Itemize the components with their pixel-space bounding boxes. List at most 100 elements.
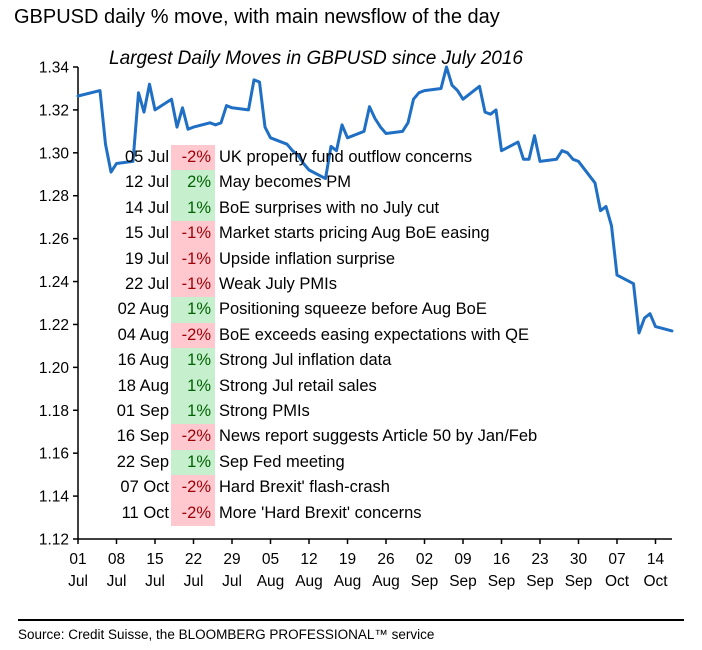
y-tick-label: 1.16 [39, 446, 69, 463]
x-tick-label-month: Jul [145, 573, 165, 590]
x-tick-label-month: Oct [643, 573, 668, 590]
news-date: 22 Jul [124, 275, 169, 294]
news-move: 1% [171, 195, 215, 222]
x-tick-label-month: Aug [295, 573, 323, 590]
news-description: More 'Hard Brexit' concerns [219, 503, 422, 522]
news-move: -2% [171, 475, 215, 501]
news-row: 22 Sep 1% Sep Fed meeting [90, 449, 537, 476]
x-tick-label-month: Sep [411, 573, 439, 590]
news-description: May becomes PM [219, 173, 352, 192]
news-description: Market starts pricing Aug BoE easing [219, 224, 490, 243]
news-date: 11 Oct [121, 503, 169, 522]
x-tick-label-day: 14 [647, 551, 665, 568]
news-row: 04 Aug -2% BoE exceeds easing expectations… [90, 322, 537, 349]
news-move: 1% [171, 373, 215, 400]
news-date: 14 Jul [124, 198, 169, 217]
news-description: BoE surprises with no July cut [219, 198, 440, 217]
news-row: 19 Jul -1% Upside inflation surprise [90, 246, 537, 273]
news-move: -1% [171, 221, 215, 247]
news-table: 05 Jul -2% UK property fund outflow concer… [90, 145, 537, 527]
news-move: 1% [171, 449, 215, 476]
x-tick-label-month: Oct [605, 573, 630, 590]
x-tick-label-day: 08 [108, 551, 125, 568]
news-row: 15 Jul -1% Market starts pricing Aug BoE e… [90, 221, 537, 247]
x-tick-label-month: Sep [526, 573, 554, 590]
news-row: 05 Jul -2% UK property fund outflow concer… [90, 145, 537, 171]
y-tick-label: 1.34 [39, 60, 70, 77]
news-description: Upside inflation surprise [219, 249, 396, 268]
news-description: Strong PMIs [219, 402, 310, 421]
news-move: -2% [171, 145, 215, 171]
x-tick-label-day: 01 [69, 551, 86, 568]
news-description: Positioning squeeze before Aug BoE [219, 300, 487, 319]
x-tick-label-day: 19 [339, 551, 356, 568]
line-chart: 1.12 1.14 1.16 1.18 1.20 1.22 1.24 1.26 1.28 1.30… [39, 60, 674, 590]
news-move: -1% [171, 272, 215, 298]
footer-divider [18, 619, 684, 621]
x-tick-label-day: 26 [377, 551, 394, 568]
x-tick-label-month: Sep [565, 573, 593, 590]
x-tick-label-month: Jul [68, 573, 88, 590]
y-axis: 1.12 1.14 1.16 1.18 1.20 1.22 1.24 1.26 1.28 1.30… [39, 60, 79, 549]
x-tick-label-month: Sep [449, 573, 477, 590]
news-date: 01 Sep [116, 402, 169, 421]
news-date: 05 Jul [124, 148, 169, 166]
news-move: -2% [171, 500, 215, 527]
news-date: 18 Aug [117, 376, 169, 395]
news-date: 22 Sep [116, 452, 169, 471]
x-tick-label-month: Jul [107, 573, 127, 590]
y-tick-label: 1.28 [39, 188, 69, 205]
x-tick-label-month: Aug [334, 573, 362, 590]
news-description: Strong Jul retail sales [219, 376, 377, 395]
news-move: 2% [171, 170, 215, 196]
news-description: Hard Brexit' flash-crash [219, 478, 390, 497]
x-tick-label-day: 15 [146, 551, 163, 568]
news-description: Strong Jul inflation data [219, 351, 392, 370]
x-tick-label-month: Aug [257, 573, 285, 590]
x-tick-label-day: 02 [416, 551, 433, 568]
chart-title: Largest Daily Moves in GBPUSD since July… [109, 48, 523, 69]
news-row: 16 Aug 1% Strong Jul inflation data [90, 348, 537, 374]
news-move: 1% [171, 297, 215, 323]
news-description: UK property fund outflow concerns [219, 148, 473, 166]
y-tick-label: 1.22 [39, 317, 69, 334]
y-tick-label: 1.24 [39, 274, 70, 291]
series-layer [76, 65, 674, 335]
x-tick-label-month: Aug [372, 573, 400, 590]
x-tick-label-day: 16 [493, 551, 510, 568]
x-tick-label-month: Jul [184, 573, 204, 590]
news-row: 12 Jul 2% May becomes PM [90, 170, 537, 196]
x-tick-label-day: 09 [454, 551, 471, 568]
news-date: 04 Aug [117, 325, 169, 344]
news-date: 07 Oct [120, 478, 169, 497]
x-tick-label-day: 30 [570, 551, 588, 568]
news-row: 14 Jul 1% BoE surprises with no July cut [90, 195, 537, 222]
news-row: 02 Aug 1% Positioning squeeze before Aug B… [90, 297, 537, 323]
x-tick-label-day: 22 [185, 551, 202, 568]
news-row: 01 Sep 1% Strong PMIs [90, 399, 537, 425]
series-line-gbpusd [76, 65, 674, 335]
x-axis: 01 Jul 08 Jul 15 Jul 22 Jul 29 Jul 05 Aug 12 Aug 19 Aug… [68, 538, 672, 590]
news-date: 16 Sep [116, 427, 169, 446]
news-row: 07 Oct -2% Hard Brexit' flash-crash [90, 475, 537, 501]
x-tick-label-month: Sep [488, 573, 516, 590]
x-tick-label-day: 07 [608, 551, 625, 568]
news-row: 11 Oct -2% More 'Hard Brexit' concerns [90, 500, 537, 527]
news-date: 16 Aug [117, 351, 169, 370]
y-tick-label: 1.26 [39, 231, 69, 248]
source-note: Source: Credit Suisse, the BLOOMBERG PRO… [18, 627, 435, 642]
news-date: 02 Aug [117, 300, 169, 319]
x-tick-label-day: 12 [300, 551, 317, 568]
y-tick-label: 1.32 [39, 102, 69, 119]
x-tick-label-day: 23 [531, 551, 548, 568]
news-move: 1% [171, 348, 215, 374]
y-tick-label: 1.14 [39, 489, 70, 506]
news-date: 15 Jul [124, 224, 169, 243]
news-row: 18 Aug 1% Strong Jul retail sales [90, 373, 537, 400]
news-row: 22 Jul -1% Weak July PMIs [90, 272, 537, 298]
y-tick-label: 1.20 [39, 360, 70, 377]
news-move: -2% [171, 322, 215, 349]
x-tick-label-month: Jul [222, 573, 242, 590]
news-description: Weak July PMIs [219, 275, 337, 294]
news-date: 19 Jul [124, 249, 169, 268]
